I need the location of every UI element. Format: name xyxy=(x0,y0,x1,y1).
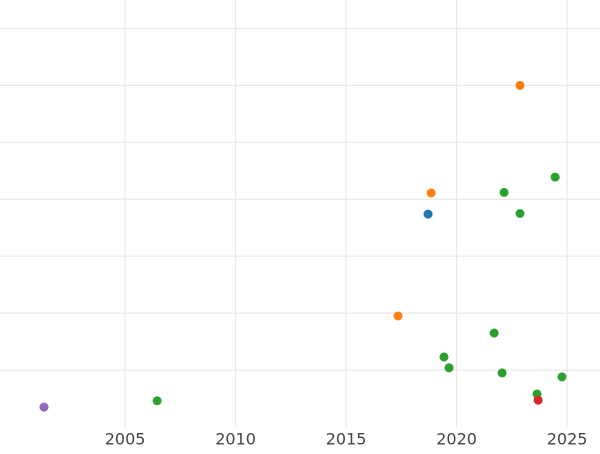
point xyxy=(39,402,49,412)
point xyxy=(515,209,525,218)
point xyxy=(533,395,543,405)
point xyxy=(497,368,507,378)
x-tick-label: 2020 xyxy=(436,430,477,449)
point xyxy=(152,396,162,406)
point xyxy=(423,209,433,219)
point xyxy=(489,328,499,338)
point xyxy=(515,80,525,90)
x-tick-label: 2010 xyxy=(215,430,256,449)
point xyxy=(426,188,436,198)
point xyxy=(393,311,403,321)
point xyxy=(439,352,449,362)
point xyxy=(557,372,567,382)
x-tick-label: 2005 xyxy=(105,430,146,449)
x-tick-label: 2015 xyxy=(326,430,367,449)
x-tick-label: 2025 xyxy=(547,430,588,449)
point xyxy=(550,172,560,182)
point xyxy=(444,363,454,373)
point xyxy=(499,187,509,197)
